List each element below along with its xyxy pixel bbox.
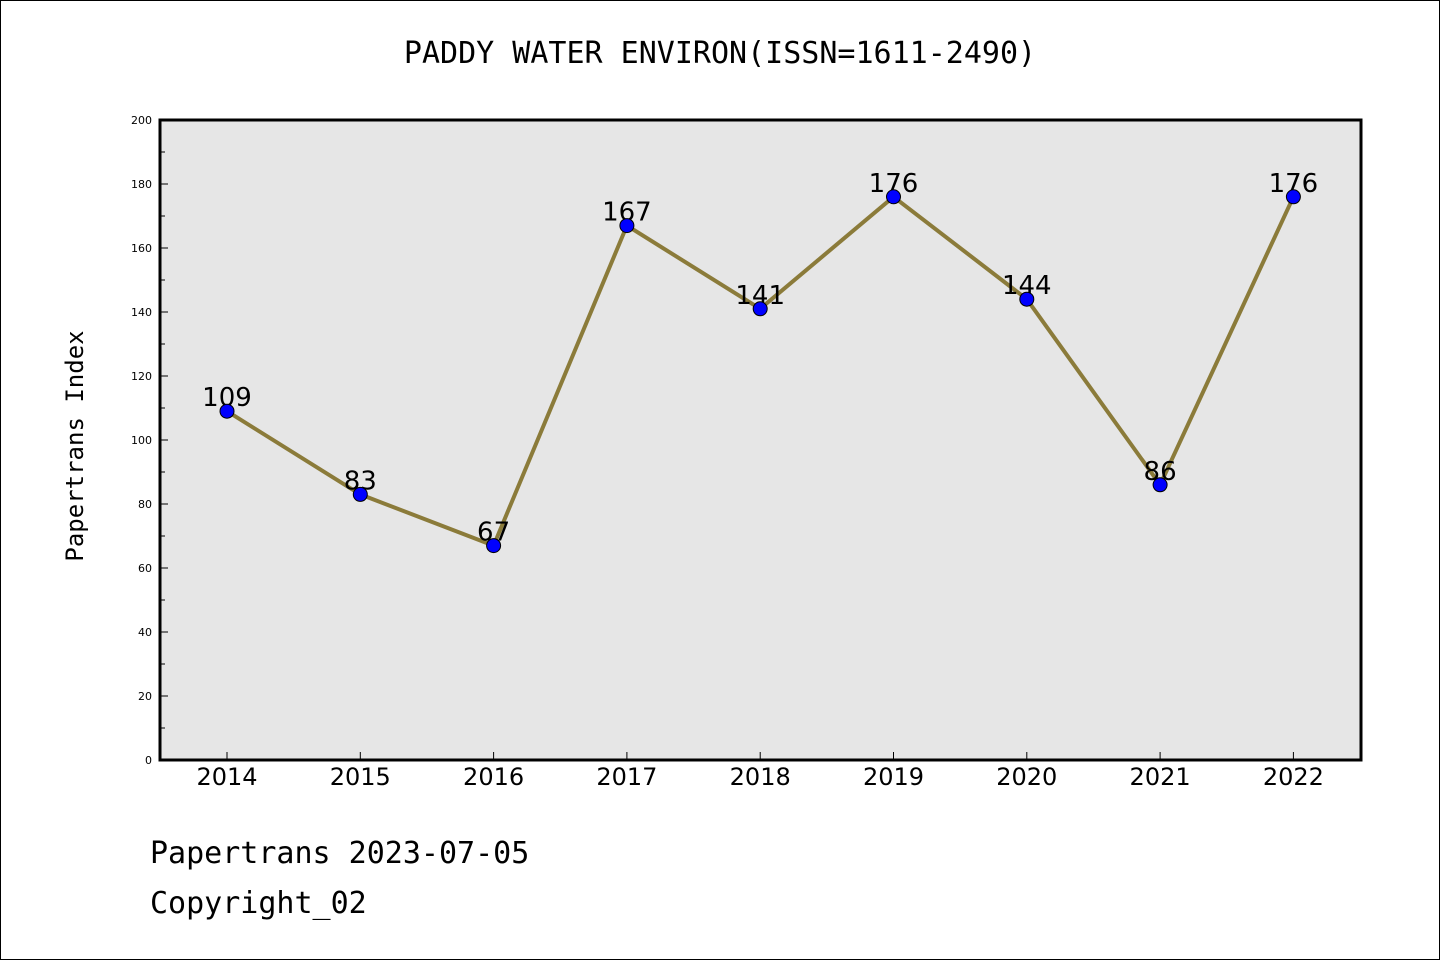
data-point — [1019, 291, 1035, 307]
data-point — [219, 403, 235, 419]
x-tick-label: 2021 — [1130, 763, 1191, 791]
x-tick-label: 2017 — [596, 763, 657, 791]
y-tick-label: 80 — [138, 498, 152, 511]
plot-area — [160, 120, 1361, 760]
y-tick-label: 20 — [138, 690, 152, 703]
x-tick-label: 2019 — [863, 763, 924, 791]
data-point — [1152, 477, 1168, 493]
data-point — [752, 301, 768, 317]
x-axis: 2014 2015 2016 2017 2018 2019 2020 2021 2022 — [196, 752, 1324, 791]
y-tick-label: 160 — [131, 242, 152, 255]
data-point — [352, 486, 368, 502]
x-tick-label: 2014 — [196, 763, 257, 791]
plot-border — [158, 118, 1363, 762]
chart-title: PADDY WATER ENVIRON(ISSN=1611-2490) — [403, 36, 1037, 71]
x-tick-label: 2020 — [996, 763, 1057, 791]
data-point — [1285, 189, 1301, 205]
data-markers — [219, 189, 1301, 554]
y-tick-label: 60 — [138, 562, 152, 575]
data-point — [619, 218, 635, 234]
y-tick-label: 100 — [131, 434, 152, 447]
y-tick-label: 180 — [131, 178, 152, 191]
y-tick-label: 120 — [131, 370, 152, 383]
y-tick-label: 140 — [131, 306, 152, 319]
data-point — [486, 538, 502, 554]
footer-copyright: Copyright_02 — [150, 886, 367, 921]
x-tick-label: 2018 — [730, 763, 791, 791]
footer-source: Papertrans 2023-07-05 — [150, 836, 530, 871]
x-tick-label: 2015 — [330, 763, 391, 791]
y-tick-label: 200 — [131, 114, 152, 127]
y-tick-label: 0 — [145, 754, 152, 767]
x-tick-label: 2016 — [463, 763, 524, 791]
x-tick-label: 2022 — [1263, 763, 1324, 791]
data-point — [886, 189, 901, 205]
y-tick-label: 40 — [138, 626, 152, 639]
